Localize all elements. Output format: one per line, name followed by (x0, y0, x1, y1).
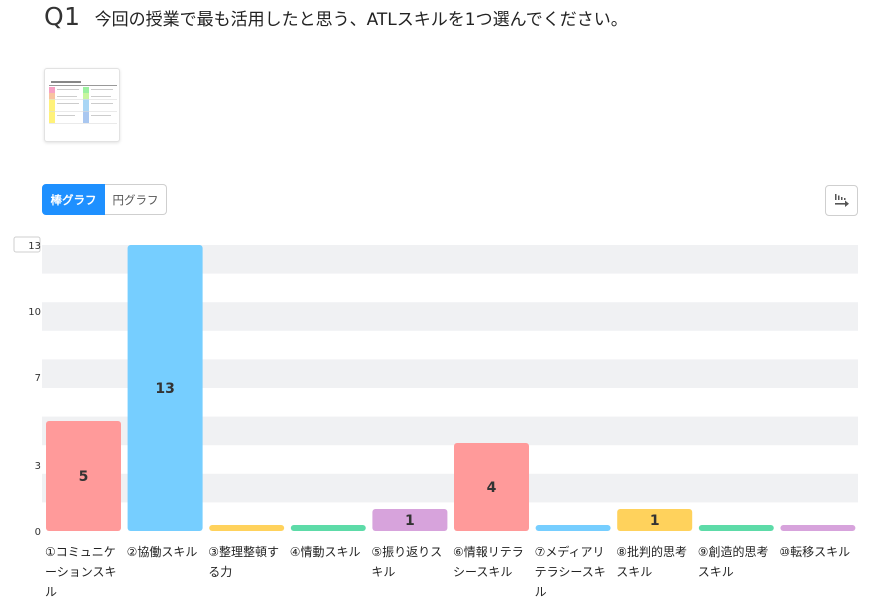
x-tick-label: ⑩転移スキル (779, 545, 851, 559)
question-header: Q1 今回の授業で最も活用したと思う、ATLスキルを1つ選んでください。 (44, 2, 628, 32)
bar[interactable] (127, 245, 203, 531)
table-thumbnail-graphic (49, 81, 117, 124)
bar[interactable] (535, 525, 611, 531)
x-tick-label: ①コミュニケーションスキル (45, 545, 117, 599)
y-tick-label: 0 (35, 527, 41, 538)
table-thumbnail[interactable] (44, 68, 120, 142)
question-text: 今回の授業で最も活用したと思う、ATLスキルを1つ選んでください。 (94, 10, 628, 30)
tab-pie-chart[interactable]: 円グラフ (105, 184, 167, 215)
x-tick-label: ⑨創造的思考スキル (697, 545, 769, 579)
x-tick-label: ⑦メディアリテラシースキル (534, 545, 606, 599)
bar[interactable] (290, 525, 366, 531)
y-tick-box (13, 236, 41, 253)
y-tick-label: 7 (35, 373, 41, 384)
chart-type-tabs: 棒グラフ 円グラフ (42, 184, 167, 215)
bar-value-label: 4 (487, 480, 497, 496)
bar-chart: 0 3 7 10 13 5 13 1 4 1 (13, 236, 858, 538)
bar[interactable] (209, 525, 285, 531)
y-tick-label: 10 (28, 307, 41, 318)
bar[interactable] (780, 525, 856, 531)
export-button[interactable] (825, 185, 858, 216)
bar[interactable] (698, 525, 774, 531)
bar-value-label: 13 (155, 381, 174, 397)
bar[interactable] (372, 509, 448, 531)
bar-value-label: 1 (405, 513, 415, 529)
x-tick-label: ⑥情報リテラシースキル (453, 545, 524, 579)
sort-export-icon (834, 193, 849, 207)
y-tick-label: 13 (28, 241, 41, 252)
x-tick-label: ②協働スキル (126, 545, 198, 559)
bar[interactable] (454, 443, 529, 531)
bar-value-label: 1 (650, 513, 660, 529)
x-tick-label: ⑤振り返りスキル (371, 545, 443, 579)
x-tick-label: ④情動スキル (289, 545, 361, 559)
x-tick-label: ⑧批判的思考スキル (616, 545, 687, 579)
bar[interactable] (617, 509, 693, 531)
tab-bar-chart[interactable]: 棒グラフ (42, 184, 105, 215)
y-tick-label: 3 (35, 461, 41, 472)
question-number: Q1 (44, 2, 81, 31)
bar-value-label: 5 (79, 469, 89, 485)
x-tick-label: ③整理整頓する力 (208, 545, 279, 579)
bar[interactable] (46, 421, 121, 531)
